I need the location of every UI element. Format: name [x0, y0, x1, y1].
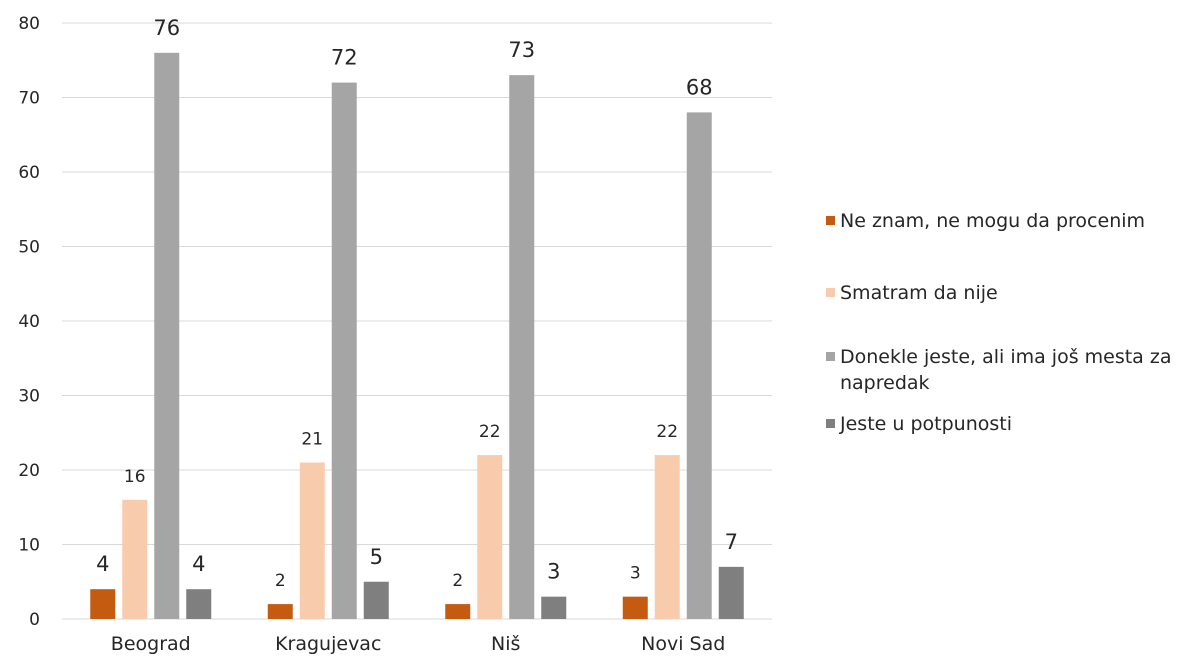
bar-3-2 [686, 112, 712, 620]
y-tick-label-2: 20 [18, 461, 40, 481]
y-tick-label-7: 70 [18, 89, 40, 109]
bar-0-0 [90, 589, 116, 619]
category-label-3: Novi Sad [641, 633, 725, 655]
y-tick-label-3: 30 [18, 387, 40, 407]
x-axis-categories: Beograd Kragujevac Niš Novi Sad [111, 633, 726, 655]
legend-label-0: Ne znam, ne mogu da procenim [840, 210, 1146, 232]
bars [90, 52, 744, 620]
bar-0-3 [186, 589, 212, 619]
data-label-0-2: 76 [153, 16, 180, 40]
bar-1-0 [267, 604, 293, 619]
legend-item-2: Donekle jeste, ali ima još mesta za napr… [826, 344, 1186, 396]
legend-swatch-0 [826, 216, 835, 225]
data-label-1-2: 72 [331, 46, 358, 70]
data-label-0-0: 4 [96, 552, 109, 576]
bar-2-1 [477, 455, 503, 619]
data-label-3-2: 68 [686, 75, 713, 99]
y-tick-label-8: 80 [18, 14, 40, 34]
y-tick-label-1: 10 [18, 536, 40, 556]
y-axis-ticks: 0 10 20 30 40 50 60 70 80 [18, 14, 40, 630]
legend-label-1: Smatram da nije [840, 282, 998, 304]
data-label-3-0: 3 [630, 564, 641, 584]
data-label-2-1: 22 [479, 422, 501, 442]
bar-1-3 [363, 581, 389, 619]
data-label-3-1: 22 [656, 422, 678, 442]
bar-1-1 [299, 462, 325, 619]
bar-1-2 [331, 82, 357, 620]
y-tick-label-6: 60 [18, 163, 40, 183]
legend-label-3: Jeste u potpunosti [840, 413, 1012, 435]
y-tick-label-5: 50 [18, 238, 40, 258]
bar-2-0 [445, 604, 471, 619]
y-tick-label-0: 0 [29, 610, 40, 630]
data-label-2-2: 73 [508, 38, 535, 62]
data-label-2-0: 2 [452, 571, 463, 591]
data-label-1-3: 5 [370, 545, 383, 569]
category-label-2: Niš [491, 633, 520, 655]
bar-2-2 [509, 75, 535, 619]
data-label-0-1: 16 [124, 467, 146, 487]
bar-3-1 [654, 455, 680, 619]
bar-3-0 [622, 596, 648, 619]
bar-3-3 [718, 566, 744, 619]
data-label-3-3: 7 [725, 530, 738, 554]
bar-0-1 [122, 499, 148, 619]
legend-swatch-2 [826, 352, 835, 361]
category-label-1: Kragujevac [275, 633, 381, 655]
gridlines [62, 22, 772, 620]
legend-item-0: Ne znam, ne mogu da procenim [826, 208, 1186, 234]
y-tick-label-4: 40 [18, 312, 40, 332]
legend-swatch-3 [826, 419, 835, 428]
data-label-1-1: 21 [301, 430, 323, 450]
category-label-0: Beograd [111, 633, 191, 655]
bar-0-2 [154, 52, 180, 620]
legend-label-2: Donekle jeste, ali ima još mesta za napr… [840, 346, 1172, 394]
bar-2-3 [541, 596, 567, 619]
legend-swatch-1 [826, 288, 835, 297]
legend-item-3: Jeste u potpunosti [826, 411, 1186, 437]
data-label-2-3: 3 [547, 560, 560, 584]
legend-item-1: Smatram da nije [826, 280, 1186, 306]
data-label-1-0: 2 [275, 571, 286, 591]
data-label-0-3: 4 [192, 552, 205, 576]
